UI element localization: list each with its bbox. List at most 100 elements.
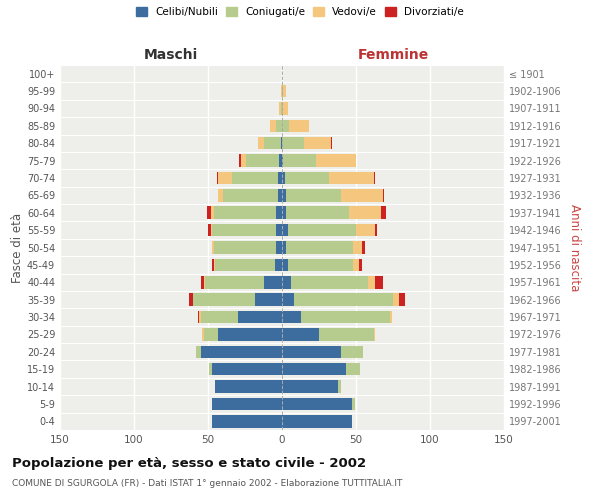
- Bar: [281, 102, 282, 115]
- Bar: [270, 120, 276, 132]
- Bar: [352, 398, 355, 410]
- Bar: [218, 189, 223, 202]
- Bar: [282, 154, 283, 167]
- Bar: [281, 85, 282, 98]
- Bar: [301, 311, 390, 324]
- Bar: [214, 258, 215, 271]
- Bar: [199, 311, 200, 324]
- Bar: [259, 137, 264, 149]
- Bar: [189, 294, 193, 306]
- Bar: [276, 224, 282, 236]
- Bar: [193, 294, 256, 306]
- Bar: [353, 258, 359, 271]
- Bar: [208, 224, 211, 236]
- Bar: [200, 276, 203, 288]
- Bar: [375, 276, 383, 288]
- Bar: [319, 328, 374, 340]
- Bar: [304, 137, 331, 149]
- Bar: [218, 172, 232, 184]
- Bar: [283, 154, 316, 167]
- Bar: [264, 137, 281, 149]
- Bar: [206, 206, 211, 219]
- Bar: [283, 102, 288, 115]
- Bar: [282, 294, 294, 306]
- Bar: [399, 294, 405, 306]
- Bar: [341, 189, 383, 202]
- Bar: [383, 189, 384, 202]
- Bar: [282, 276, 291, 288]
- Bar: [278, 172, 282, 184]
- Bar: [286, 206, 349, 219]
- Bar: [294, 294, 393, 306]
- Bar: [282, 102, 283, 115]
- Bar: [212, 398, 282, 410]
- Bar: [374, 328, 375, 340]
- Y-axis label: Fasce di età: Fasce di età: [11, 212, 24, 282]
- Bar: [282, 172, 285, 184]
- Bar: [256, 294, 282, 306]
- Bar: [282, 311, 301, 324]
- Bar: [356, 224, 375, 236]
- Bar: [264, 276, 282, 288]
- Bar: [282, 137, 304, 149]
- Bar: [286, 189, 341, 202]
- Bar: [283, 85, 286, 98]
- Bar: [278, 189, 282, 202]
- Bar: [329, 172, 374, 184]
- Bar: [285, 172, 329, 184]
- Bar: [215, 380, 282, 393]
- Bar: [282, 189, 286, 202]
- Bar: [200, 311, 238, 324]
- Text: Maschi: Maschi: [144, 48, 198, 62]
- Bar: [196, 346, 200, 358]
- Bar: [282, 363, 346, 376]
- Bar: [279, 102, 281, 115]
- Bar: [289, 120, 308, 132]
- Bar: [202, 328, 203, 340]
- Bar: [282, 206, 286, 219]
- Bar: [368, 276, 375, 288]
- Bar: [282, 398, 352, 410]
- Bar: [286, 241, 353, 254]
- Bar: [390, 311, 392, 324]
- Bar: [279, 154, 282, 167]
- Bar: [282, 258, 288, 271]
- Bar: [239, 154, 241, 167]
- Text: COMUNE DI SGURGOLA (FR) - Dati ISTAT 1° gennaio 2002 - Elaborazione TUTTITALIA.I: COMUNE DI SGURGOLA (FR) - Dati ISTAT 1° …: [12, 479, 403, 488]
- Bar: [200, 346, 282, 358]
- Bar: [209, 363, 212, 376]
- Bar: [223, 189, 278, 202]
- Bar: [353, 241, 362, 254]
- Bar: [218, 328, 282, 340]
- Bar: [338, 380, 341, 393]
- Bar: [211, 224, 212, 236]
- Bar: [288, 224, 356, 236]
- Bar: [203, 276, 205, 288]
- Bar: [346, 363, 361, 376]
- Bar: [282, 380, 338, 393]
- Bar: [215, 258, 275, 271]
- Bar: [205, 276, 264, 288]
- Bar: [241, 154, 247, 167]
- Bar: [381, 206, 386, 219]
- Bar: [217, 172, 218, 184]
- Text: Popolazione per età, sesso e stato civile - 2002: Popolazione per età, sesso e stato civil…: [12, 458, 366, 470]
- Bar: [276, 120, 282, 132]
- Bar: [276, 206, 282, 219]
- Bar: [282, 415, 352, 428]
- Bar: [331, 137, 332, 149]
- Bar: [276, 241, 282, 254]
- Bar: [282, 241, 286, 254]
- Bar: [212, 363, 282, 376]
- Bar: [282, 224, 288, 236]
- Bar: [282, 346, 341, 358]
- Bar: [282, 120, 289, 132]
- Bar: [212, 258, 214, 271]
- Bar: [341, 346, 364, 358]
- Bar: [359, 258, 362, 271]
- Bar: [232, 172, 278, 184]
- Bar: [238, 311, 282, 324]
- Bar: [212, 415, 282, 428]
- Legend: Celibi/Nubili, Coniugati/e, Vedovi/e, Divorziati/e: Celibi/Nubili, Coniugati/e, Vedovi/e, Di…: [134, 5, 466, 20]
- Bar: [349, 206, 381, 219]
